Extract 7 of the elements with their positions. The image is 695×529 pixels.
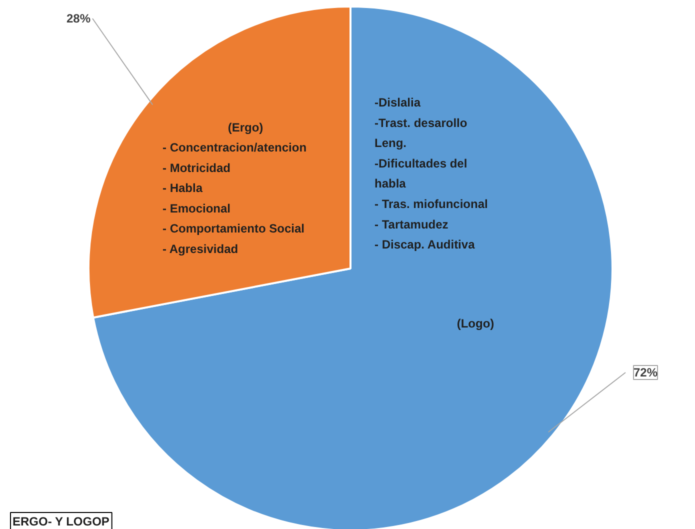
text: -Dislalia -Trast. desarollo Leng. -Dificultades del habla - Tras. miofuncional - Tartamudez - Discap. Auditiva (374, 96, 488, 252)
slice-label: (Logo) (456, 316, 494, 330)
text: - Concentracion/atencion - Motricidad - Habla - Emocional - Comportamiento Social - Agresividad (162, 140, 307, 256)
text: ERGO- Y LOGOP (12, 514, 110, 528)
data-label: 72% (634, 366, 658, 380)
slice-label: (Ergo) (228, 120, 264, 134)
data-label: 28% (66, 12, 91, 26)
